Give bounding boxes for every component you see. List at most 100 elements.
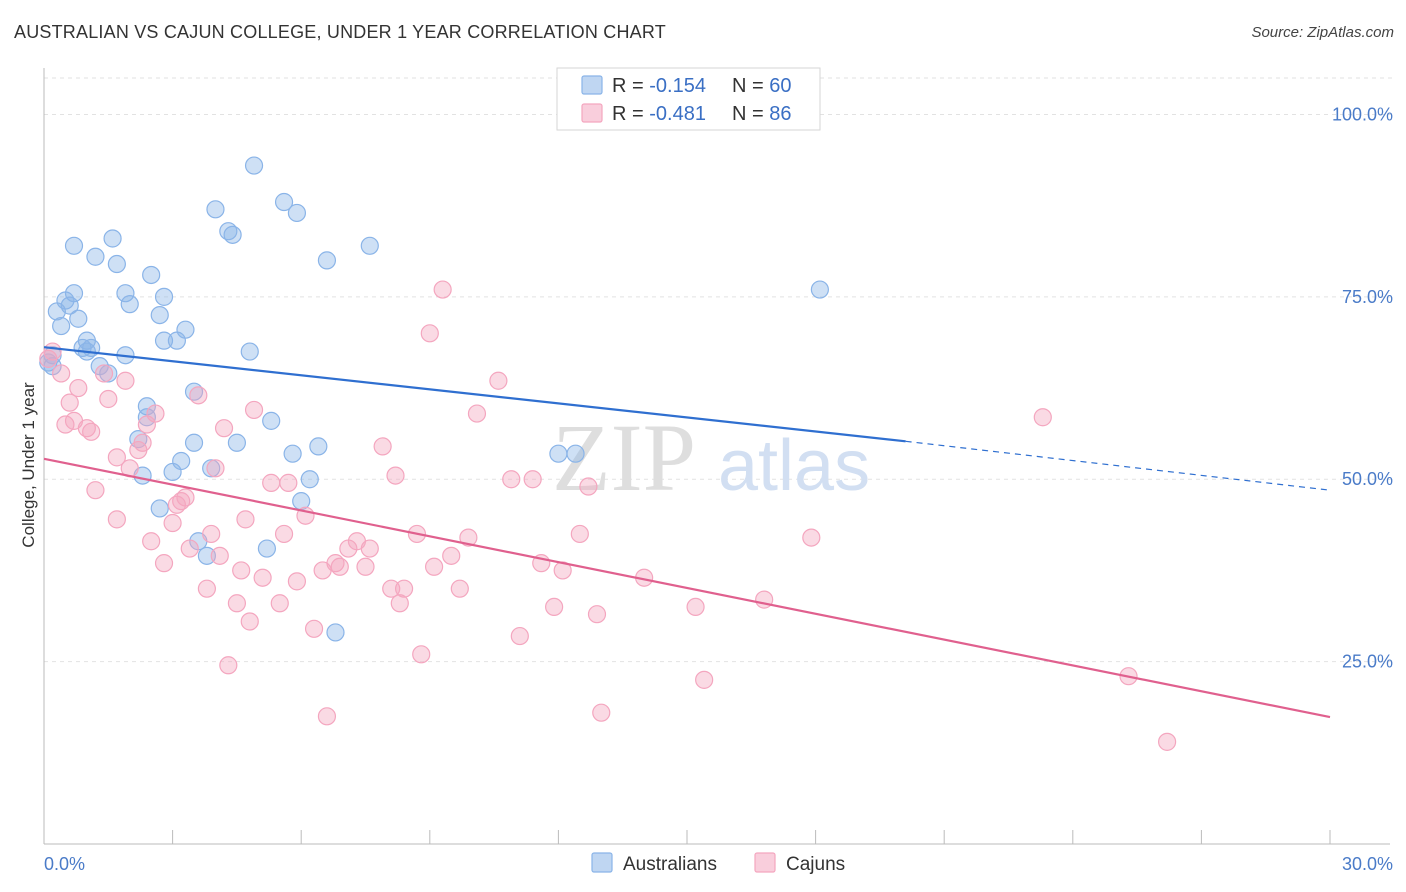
- data-point: [236, 510, 255, 529]
- data-point: [287, 203, 307, 223]
- bottom-legend-swatch-cajuns: [754, 852, 776, 873]
- data-point: [579, 477, 598, 496]
- y-tick-label: 75.0%: [1342, 287, 1393, 307]
- data-point: [107, 448, 126, 467]
- data-point: [467, 404, 487, 423]
- data-point: [549, 444, 568, 463]
- data-point: [545, 597, 564, 617]
- data-point: [86, 247, 105, 266]
- data-point: [133, 433, 152, 452]
- data-point: [154, 554, 174, 573]
- data-point: [382, 579, 401, 598]
- data-point: [1158, 732, 1177, 751]
- data-point: [287, 572, 307, 591]
- y-tick-label: 25.0%: [1342, 652, 1393, 672]
- data-point: [82, 422, 101, 441]
- data-point: [450, 579, 469, 598]
- data-point: [116, 284, 135, 303]
- data-point: [274, 524, 294, 544]
- data-point: [189, 386, 208, 405]
- data-point: [52, 364, 71, 383]
- bottom-legend-australians: Australians: [623, 854, 717, 875]
- data-point: [43, 342, 62, 361]
- data-point: [146, 404, 165, 423]
- data-point: [176, 320, 195, 339]
- data-point: [107, 510, 126, 529]
- svg-text:N = 86: N = 86: [732, 103, 792, 125]
- data-point: [433, 280, 452, 299]
- data-point: [566, 444, 585, 463]
- data-point: [176, 488, 195, 507]
- data-point: [184, 433, 204, 452]
- data-point: [274, 192, 294, 212]
- data-point: [386, 466, 405, 485]
- data-point: [99, 364, 118, 383]
- data-point: [94, 364, 114, 383]
- data-point: [570, 524, 589, 544]
- y-tick-label: 50.0%: [1342, 469, 1393, 489]
- data-point: [142, 265, 161, 285]
- trend-lines: [43, 346, 1331, 719]
- svg-text:R = -0.154: R = -0.154: [612, 75, 706, 97]
- data-point: [240, 612, 259, 631]
- data-point: [262, 411, 281, 430]
- data-point: [150, 305, 169, 325]
- data-point: [394, 579, 414, 598]
- data-point: [227, 594, 246, 613]
- data-point: [120, 295, 139, 314]
- data-point: [197, 579, 216, 598]
- axes: [43, 68, 1390, 845]
- data-point: [317, 251, 337, 270]
- data-point: [227, 433, 246, 452]
- data-point: [420, 324, 439, 343]
- y-axis-label: College, Under 1 year: [19, 382, 38, 548]
- data-point: [279, 473, 298, 492]
- data-point: [150, 499, 169, 518]
- data-point: [270, 594, 289, 613]
- legend-r-value: -0.481: [649, 103, 706, 125]
- data-point: [304, 619, 324, 638]
- data-point: [424, 557, 444, 576]
- data-point: [172, 451, 191, 471]
- data-point: [60, 393, 79, 412]
- data-point: [373, 437, 392, 456]
- data-point: [116, 371, 135, 390]
- data-point: [360, 236, 379, 255]
- trend-line-cajuns: [43, 457, 1331, 719]
- data-point: [309, 437, 328, 456]
- data-point: [283, 444, 302, 463]
- data-point: [206, 459, 225, 478]
- data-point: [360, 539, 379, 558]
- trend-line-extension-australians: [905, 440, 1331, 491]
- data-point: [802, 528, 821, 547]
- data-point: [330, 557, 349, 576]
- y-tick-label: 100.0%: [1332, 104, 1393, 124]
- data-point: [154, 331, 174, 350]
- data-point: [686, 597, 705, 617]
- svg-text:N = 60: N = 60: [732, 75, 792, 97]
- legend-swatch-cajuns: [581, 103, 603, 123]
- data-point: [154, 287, 174, 306]
- legend-n-value: 86: [769, 103, 791, 125]
- legend-n-label: N =: [732, 103, 769, 125]
- data-point: [214, 419, 234, 438]
- data-point: [356, 557, 375, 576]
- bottom-legend: Australians Cajuns: [591, 852, 845, 875]
- data-point: [317, 707, 337, 726]
- data-point: [257, 539, 277, 558]
- data-point: [326, 623, 345, 642]
- trend-line-australians: [43, 346, 906, 443]
- data-point: [592, 703, 611, 722]
- legend-swatch-australians: [581, 75, 603, 95]
- data-point: [510, 626, 529, 646]
- data-point: [459, 528, 478, 547]
- bottom-legend-cajuns: Cajuns: [786, 854, 845, 875]
- y-tick-labels: 25.0% 50.0% 75.0% 100.0%: [1332, 104, 1393, 671]
- data-point: [64, 236, 84, 255]
- data-point: [442, 546, 461, 565]
- data-point: [300, 470, 319, 489]
- data-point: [52, 316, 71, 336]
- data-point: [489, 371, 508, 390]
- x-tick-label-min: 0.0%: [44, 854, 85, 874]
